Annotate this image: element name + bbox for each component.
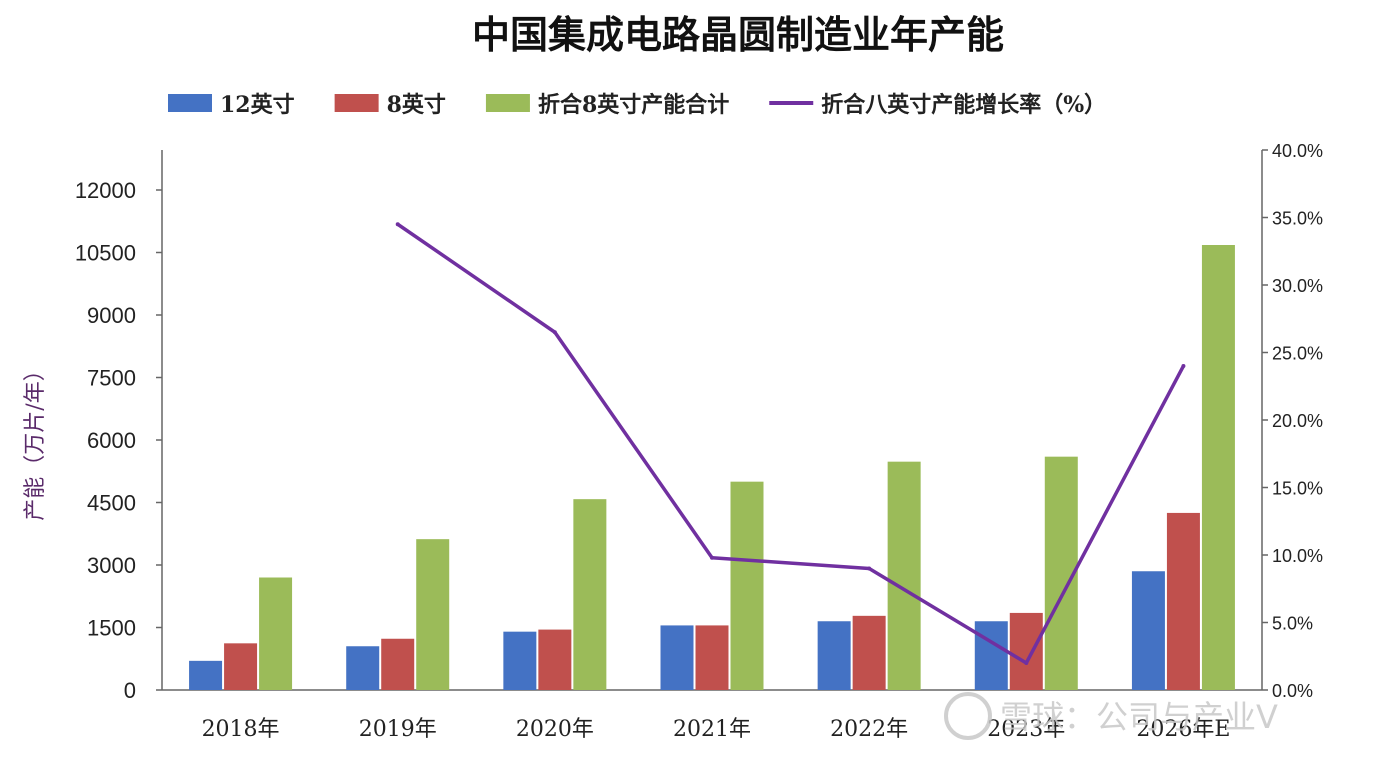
bar-12英寸 xyxy=(817,621,851,690)
legend-item: 8英寸 xyxy=(334,92,446,118)
right-tick-label: 30.0% xyxy=(1272,276,1323,296)
right-tick-label: 40.0% xyxy=(1272,141,1323,161)
left-tick-label: 6000 xyxy=(87,428,136,453)
bar-8英寸 xyxy=(1009,612,1043,690)
left-tick-label: 0 xyxy=(124,678,136,703)
legend-label: 折合8英寸产能合计 xyxy=(538,92,729,118)
legend-swatch xyxy=(168,94,212,112)
legend-item: 折合8英寸产能合计 xyxy=(485,92,729,118)
bar-12英寸 xyxy=(660,625,694,690)
bar-8英寸 xyxy=(224,643,258,690)
right-tick-label: 20.0% xyxy=(1272,411,1323,431)
left-tick-label: 4500 xyxy=(87,491,136,516)
right-tick-label: 35.0% xyxy=(1272,209,1323,229)
bar-折合8英寸产能合计 xyxy=(1201,245,1235,690)
x-tick-label: 2023年 xyxy=(987,717,1065,742)
watermark: 雪球：公司与产业V xyxy=(944,692,1278,740)
bars xyxy=(189,245,1235,690)
axes: 0 1500 3000 4500 6000 7500 9000 10500 12000 0.0% 5… xyxy=(75,141,1323,742)
legend-item: 12英寸 xyxy=(168,92,295,118)
bar-12英寸 xyxy=(346,646,380,690)
legend-swatch xyxy=(334,94,379,112)
bar-8英寸 xyxy=(695,625,729,690)
x-tick-label: 2026年E xyxy=(1136,717,1230,742)
x-tick-label: 2020年 xyxy=(516,717,594,742)
right-tick-label: 0.0% xyxy=(1272,681,1313,701)
x-tick-label: 2022年 xyxy=(830,717,908,742)
bar-折合8英寸产能合计 xyxy=(887,461,921,690)
watermark-text: 雪球：公司与产业V xyxy=(1000,698,1278,736)
bar-8英寸 xyxy=(852,615,886,690)
x-tick-label: 2018年 xyxy=(202,717,280,742)
bar-8英寸 xyxy=(1166,512,1200,690)
bar-12英寸 xyxy=(503,631,537,690)
line-point xyxy=(395,222,400,227)
legend-label: 8英寸 xyxy=(387,92,446,118)
watermark-logo-icon xyxy=(944,692,992,740)
bar-12英寸 xyxy=(189,660,223,690)
right-tick-label: 10.0% xyxy=(1272,546,1323,566)
x-tick-label: 2021年 xyxy=(673,717,751,742)
line-point xyxy=(867,566,872,571)
left-tick-label: 9000 xyxy=(87,303,136,328)
right-tick-label: 25.0% xyxy=(1272,344,1323,364)
growth-line xyxy=(395,222,1186,665)
bar-12英寸 xyxy=(1131,571,1165,690)
line-折合八英寸产能增长率（%） xyxy=(396,222,1185,665)
bar-折合8英寸产能合计 xyxy=(259,577,293,690)
left-tick-label: 7500 xyxy=(87,366,136,391)
line-point xyxy=(552,330,557,335)
bar-8英寸 xyxy=(381,638,415,690)
bar-8英寸 xyxy=(538,629,572,690)
line-point xyxy=(710,555,714,560)
right-tick-label: 5.0% xyxy=(1272,614,1313,634)
left-tick-label: 12000 xyxy=(75,178,136,203)
bar-折合8英寸产能合计 xyxy=(730,481,764,690)
right-tick-label: 15.0% xyxy=(1272,479,1323,499)
legend: 12英寸 8英寸 折合8英寸产能合计 折合八英寸产能增长率（%） xyxy=(168,92,1106,118)
y-axis-label: 产能（万片/年） xyxy=(23,359,48,520)
line-point xyxy=(1181,364,1186,368)
legend-label: 折合八英寸产能增长率（%） xyxy=(821,92,1106,118)
x-tick-label: 2019年 xyxy=(359,717,437,742)
left-tick-label: 1500 xyxy=(87,616,136,641)
chart-title: 中国集成电路晶圆制造业年产能 xyxy=(472,12,1004,57)
legend-item: 折合八英寸产能增长率（%） xyxy=(769,92,1106,118)
left-tick-label: 10500 xyxy=(75,241,136,266)
bar-折合8英寸产能合计 xyxy=(573,499,607,690)
line-point xyxy=(1024,661,1029,665)
left-tick-label: 3000 xyxy=(87,553,136,578)
legend-swatch xyxy=(485,94,530,112)
bar-折合8英寸产能合计 xyxy=(416,539,450,690)
legend-label: 12英寸 xyxy=(220,92,295,118)
bar-12英寸 xyxy=(974,621,1008,690)
